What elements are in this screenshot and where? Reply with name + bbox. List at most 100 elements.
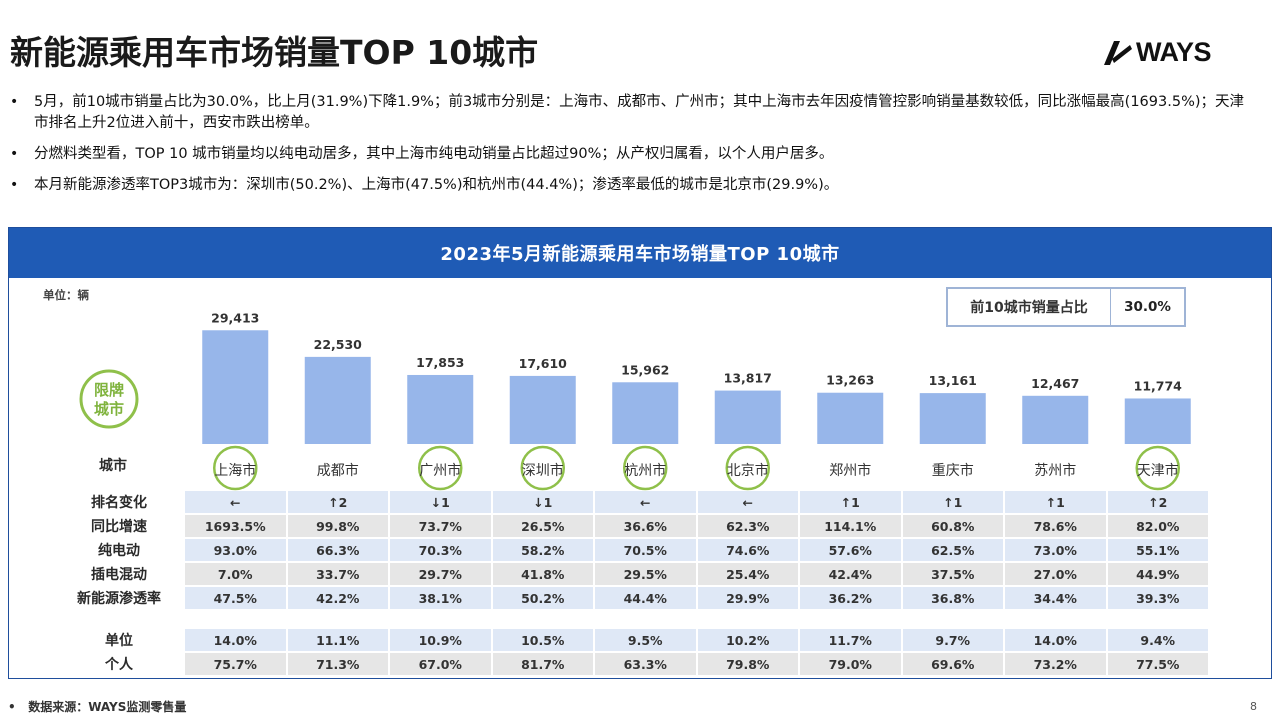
city-row-label: 城市 bbox=[99, 457, 127, 474]
restricted-city-ring bbox=[213, 445, 258, 491]
row-label: 排名变化 bbox=[91, 495, 147, 511]
logo-mark-icon bbox=[1104, 41, 1132, 65]
table-cell: 41.8% bbox=[492, 563, 593, 585]
value-label: 15,962 bbox=[621, 362, 669, 377]
table-cell: 58.2% bbox=[492, 539, 593, 561]
row-label: 同比增速 bbox=[91, 519, 147, 535]
table-cell: 44.4% bbox=[595, 587, 696, 609]
bar-杭州市 bbox=[612, 382, 679, 444]
city-label: 北京市 bbox=[727, 462, 769, 479]
table-cell: ← bbox=[185, 491, 286, 513]
table-cell: 75.7% bbox=[185, 653, 286, 675]
table-cell: 67.0% bbox=[390, 653, 491, 675]
city-label: 深圳市 bbox=[522, 462, 564, 479]
bar-苏州市 bbox=[1022, 395, 1089, 444]
row-label: 个人 bbox=[105, 657, 133, 673]
bullet-item: • 分燃料类型看，TOP 10 城市销量均以纯电动居多，其中上海市纯电动销量占比超… bbox=[8, 144, 1248, 165]
bullet-dot-icon: • bbox=[10, 146, 19, 162]
table-cell: 114.1% bbox=[800, 515, 901, 537]
city-label: 重庆市 bbox=[932, 462, 974, 479]
table-cell: 1693.5% bbox=[185, 515, 286, 537]
table-cell: 36.8% bbox=[902, 587, 1003, 609]
panel-title: 2023年5月新能源乘用车市场销量TOP 10城市 bbox=[9, 228, 1271, 278]
table-row: 纯电动 93.0% 66.3% 70.3% 58.2% 70.5% 74.6% 57.6% 62… bbox=[9, 539, 1271, 561]
page-title: 新能源乘用车市场销量TOP 10城市 bbox=[10, 33, 539, 72]
table-cell: 57.6% bbox=[800, 539, 901, 561]
city-label: 上海市 bbox=[214, 462, 256, 479]
bullet-item: • 本月新能源渗透率TOP3城市为：深圳市(50.2%)、上海市(47.5%)和杭… bbox=[8, 175, 1248, 196]
table-cell: 14.0% bbox=[1005, 629, 1106, 651]
table-cell: 38.1% bbox=[390, 587, 491, 609]
city-label: 苏州市 bbox=[1034, 462, 1076, 479]
value-label: 17,853 bbox=[416, 355, 464, 370]
table-cell: 26.5% bbox=[492, 515, 593, 537]
table-cell: 55.1% bbox=[1107, 539, 1208, 561]
table-cell: 79.0% bbox=[800, 653, 901, 675]
table-cell: 47.5% bbox=[185, 587, 286, 609]
share-value: 30.0% bbox=[1124, 299, 1171, 315]
page-number: 8 bbox=[1250, 700, 1257, 713]
bar-成都市 bbox=[304, 356, 371, 444]
table-cell: 73.0% bbox=[1005, 539, 1106, 561]
table-cell: ← bbox=[595, 491, 696, 513]
table-cell: 10.2% bbox=[697, 629, 798, 651]
bullet-dot-icon: • bbox=[10, 94, 19, 110]
table-cell: 39.3% bbox=[1107, 587, 1208, 609]
table-cell: 34.4% bbox=[1005, 587, 1106, 609]
table-cell: 77.5% bbox=[1107, 653, 1208, 675]
restricted-city-ring bbox=[418, 445, 463, 491]
table-cell: 11.7% bbox=[800, 629, 901, 651]
bar-北京市 bbox=[714, 390, 781, 444]
value-label: 13,817 bbox=[724, 371, 772, 386]
table-cell: 62.5% bbox=[902, 539, 1003, 561]
table-cell: 29.7% bbox=[390, 563, 491, 585]
table-cell: ↑1 bbox=[800, 491, 901, 513]
table-row: 排名变化 ← ↑2 ↓1 ↓1 ← ← ↑1 ↑1 ↑1 ↑2 bbox=[9, 491, 1271, 513]
bullet-text: 分燃料类型看，TOP 10 城市销量均以纯电动居多，其中上海市纯电动销量占比超过… bbox=[34, 146, 834, 162]
table-row: 单位 14.0% 11.1% 10.9% 10.5% 9.5% 10.2% 11.7% 9.7%… bbox=[9, 629, 1271, 651]
table-cell: 60.8% bbox=[902, 515, 1003, 537]
table-cell: 9.5% bbox=[595, 629, 696, 651]
restricted-city-ring bbox=[623, 445, 668, 491]
table-row: 插电混动 7.0% 33.7% 29.7% 41.8% 29.5% 25.4% 42.4% 37… bbox=[9, 563, 1271, 585]
table-cell: 74.6% bbox=[697, 539, 798, 561]
city-label: 杭州市 bbox=[624, 462, 666, 479]
sales-bar-chart: 限牌城市城市29,413上海市22,530成都市17,853广州市17,610深… bbox=[79, 310, 1191, 491]
table-cell: 29.9% bbox=[697, 587, 798, 609]
city-label: 广州市 bbox=[419, 462, 461, 479]
table-cell: 70.5% bbox=[595, 539, 696, 561]
table-cell: 10.5% bbox=[492, 629, 593, 651]
value-label: 17,610 bbox=[519, 356, 568, 371]
table-cell: 71.3% bbox=[287, 653, 388, 675]
data-source: • 数据来源：WAYS监测零售量 bbox=[8, 700, 187, 714]
share-label: 前10城市销量占比 bbox=[948, 289, 1111, 325]
table-cell: 82.0% bbox=[1107, 515, 1208, 537]
bullet-text: 5月，前10城市销量占比为30.0%，比上月(31.9%)下降1.9%；前3城市… bbox=[34, 94, 1245, 131]
restricted-plate-badge-ring bbox=[79, 369, 139, 429]
bar-郑州市 bbox=[817, 392, 884, 444]
table-cell: 29.5% bbox=[595, 563, 696, 585]
value-label: 22,530 bbox=[314, 337, 363, 352]
data-source-text: 数据来源：WAYS监测零售量 bbox=[28, 700, 187, 714]
table-cell: ↑2 bbox=[1107, 491, 1208, 513]
table-cell: 66.3% bbox=[287, 539, 388, 561]
table-cell: 44.9% bbox=[1107, 563, 1208, 585]
table-cell: 78.6% bbox=[1005, 515, 1106, 537]
table-cell: ↑1 bbox=[902, 491, 1003, 513]
row-label: 单位 bbox=[105, 633, 133, 649]
table-cell: 50.2% bbox=[492, 587, 593, 609]
table-cell: 63.3% bbox=[595, 653, 696, 675]
row-label: 插电混动 bbox=[91, 567, 147, 583]
chart-panel: 2023年5月新能源乘用车市场销量TOP 10城市 单位：辆 前10城市销量占比… bbox=[8, 227, 1272, 679]
table-cell: 70.3% bbox=[390, 539, 491, 561]
bullet-dot-icon: • bbox=[10, 177, 19, 193]
logo-text: WAYS bbox=[1136, 36, 1212, 67]
table-row: 同比增速 1693.5% 99.8% 73.7% 26.5% 36.6% 62.3% 114.… bbox=[9, 515, 1271, 537]
table-cell: 36.6% bbox=[595, 515, 696, 537]
summary-bullets: • 5月，前10城市销量占比为30.0%，比上月(31.9%)下降1.9%；前3城… bbox=[8, 92, 1248, 206]
table-cell: 37.5% bbox=[902, 563, 1003, 585]
bar-天津市 bbox=[1124, 398, 1191, 444]
table-cell: 42.2% bbox=[287, 587, 388, 609]
table-cell: 73.2% bbox=[1005, 653, 1106, 675]
table-cell: 27.0% bbox=[1005, 563, 1106, 585]
